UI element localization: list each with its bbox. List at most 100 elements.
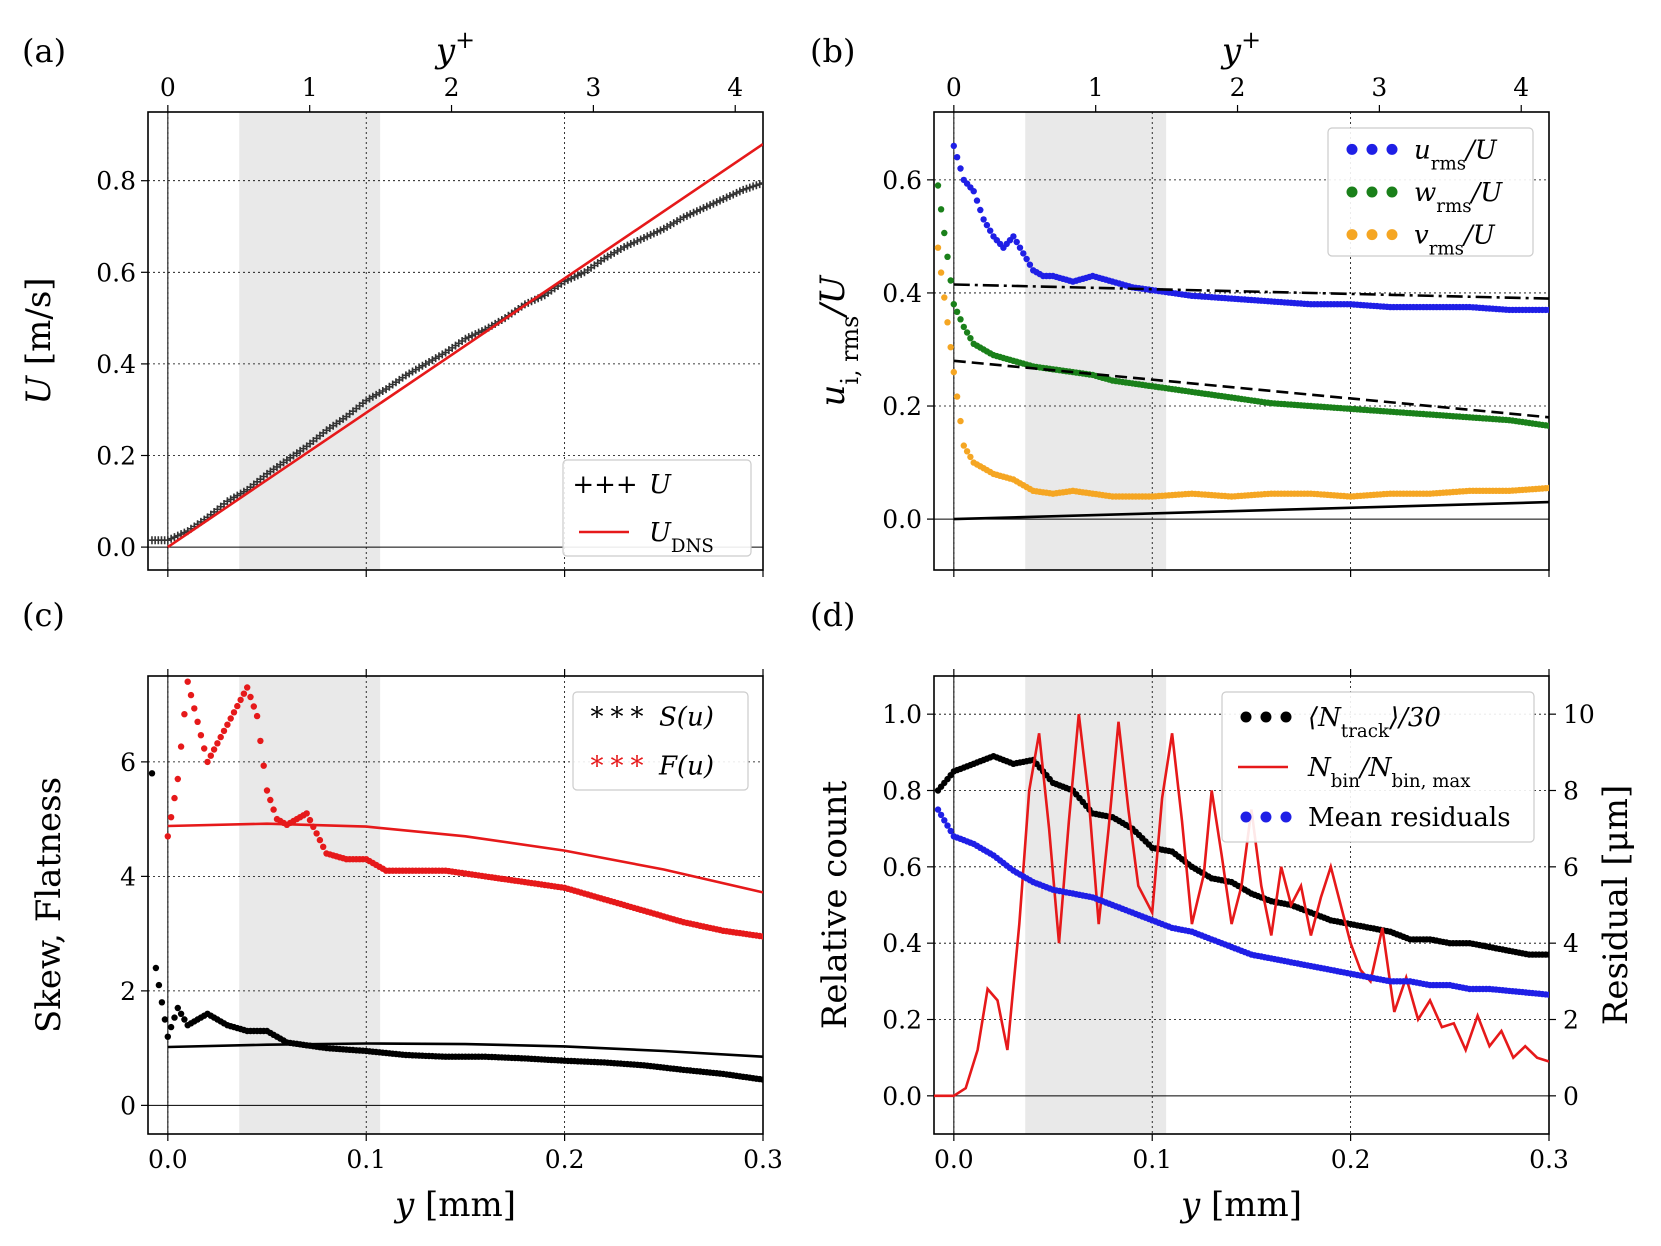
panel-a: 0.0 0.2 0.4 0.6 0.8 0 1 2 3 4 y+ (a) U [m/s] +++ U UDNS	[19, 26, 764, 577]
series-line	[167, 1042, 763, 1058]
y2-tick-label: 2	[1563, 1006, 1579, 1035]
data-point	[1023, 255, 1030, 263]
right-axis-label: Residual [μm]	[1596, 785, 1636, 1026]
legend-box	[1327, 127, 1534, 257]
x-axis-label: y [mm]	[393, 1185, 516, 1225]
data-point	[934, 182, 942, 189]
y2-tick-label: 4	[1563, 929, 1579, 958]
legend-marker: *	[591, 752, 604, 782]
data-point	[164, 1033, 171, 1040]
y-tick-label: 0.0	[882, 505, 922, 534]
data-point	[1013, 238, 1020, 246]
data-point	[970, 188, 977, 195]
y-axis-label: U [m/s]	[19, 277, 59, 404]
top-tick-label: 3	[1371, 73, 1387, 102]
data-point	[167, 814, 175, 821]
legend-label: ⟨Ntrack⟩/30	[1308, 703, 1441, 742]
data-point	[234, 702, 241, 710]
plot-frame	[933, 675, 1550, 1135]
plot-frame	[147, 675, 764, 1135]
top-tick-label: 4	[1513, 73, 1529, 102]
data-point	[1020, 250, 1027, 257]
data-point	[934, 244, 942, 251]
y-tick-label: 0.4	[96, 350, 136, 379]
data-point	[941, 817, 948, 824]
legend-box	[1221, 691, 1535, 843]
legend-label: S(u)	[659, 703, 714, 733]
data-point	[224, 721, 231, 728]
series-line	[167, 822, 763, 894]
data-point	[1010, 233, 1017, 240]
y-tick-label: 1.0	[882, 700, 922, 729]
panel-b: 0.0 0.2 0.4 0.6 0 1 2 3 4 y+ (b) ui, rms/U urms/U wrm…	[810, 26, 1550, 577]
data-point	[152, 964, 160, 972]
data-point	[944, 822, 951, 829]
x-tick-label: 0.2	[1331, 1145, 1371, 1174]
data-point	[977, 206, 984, 214]
data-point	[320, 843, 327, 850]
legend-marker	[1260, 711, 1272, 723]
data-point	[197, 732, 205, 739]
legend-marker	[1346, 186, 1358, 198]
data-point	[148, 770, 156, 777]
data-point	[244, 684, 251, 691]
series-line	[934, 714, 1549, 1098]
legend-label: urms/U	[1414, 135, 1498, 174]
y-tick-label: 0.2	[882, 1006, 922, 1035]
legend-label: vrms/U	[1414, 221, 1496, 260]
data-point	[953, 393, 961, 400]
data-point	[240, 690, 248, 697]
legend-marker	[1366, 143, 1378, 155]
legend-marker: *	[611, 703, 624, 733]
series-line	[953, 283, 1549, 300]
data-point	[950, 368, 957, 376]
data-point	[270, 806, 277, 813]
x-tick-label: 0.2	[545, 1145, 585, 1174]
y2-tick-label: 6	[1563, 853, 1579, 882]
data-point	[963, 329, 971, 336]
y-tick-label: 0.4	[882, 929, 922, 958]
plot-frame	[147, 111, 764, 571]
top-tick-label: 1	[1088, 73, 1104, 102]
y-tick-label: 6	[120, 748, 136, 777]
legend-marker: *	[631, 703, 644, 733]
panel-label: (b)	[810, 32, 855, 70]
data-point	[263, 787, 271, 794]
data-point	[303, 810, 310, 817]
y-tick-label: 0.6	[882, 166, 922, 195]
y2-tick-label: 8	[1563, 777, 1579, 806]
data-point	[963, 448, 971, 455]
panel-d: 0.0 0.1 0.2 0.3 0.0 0.2 0.4 0.6 0.8 1.0 0 2 4 6 8 10 Res…	[810, 596, 1636, 1225]
legend-marker	[1240, 711, 1252, 723]
series-line	[167, 143, 763, 549]
legend-label: Mean residuals	[1308, 803, 1511, 833]
top-tick-label: 0	[160, 73, 176, 102]
data-point	[937, 269, 945, 276]
y2-tick-label: 0	[1563, 1082, 1579, 1111]
data-point	[944, 319, 951, 326]
data-point	[967, 335, 974, 342]
shaded-band	[1025, 676, 1167, 1134]
legend-marker	[1366, 186, 1378, 198]
legend-marker	[1386, 229, 1398, 241]
y-tick-label: 0.0	[96, 533, 136, 562]
data-point	[161, 1016, 169, 1023]
shaded-band	[239, 676, 381, 1134]
data-point	[194, 718, 201, 725]
data-point	[950, 142, 957, 150]
legend-label: Nbin/Nbin, max	[1307, 753, 1471, 792]
legend-marker: +++	[572, 470, 637, 500]
data-point	[214, 740, 221, 747]
legend-label: wrms/U	[1414, 178, 1503, 217]
data-point	[227, 715, 234, 722]
x-tick-label: 0.3	[1529, 1145, 1569, 1174]
x-tick-label: 0.0	[934, 1145, 974, 1174]
data-point	[1545, 951, 1549, 958]
data-point	[230, 709, 238, 716]
legend-box	[572, 691, 749, 791]
data-point	[181, 1016, 188, 1023]
data-point	[1026, 261, 1034, 268]
top-tick-label: 4	[727, 73, 743, 102]
legend-label: UDNS	[649, 518, 714, 557]
